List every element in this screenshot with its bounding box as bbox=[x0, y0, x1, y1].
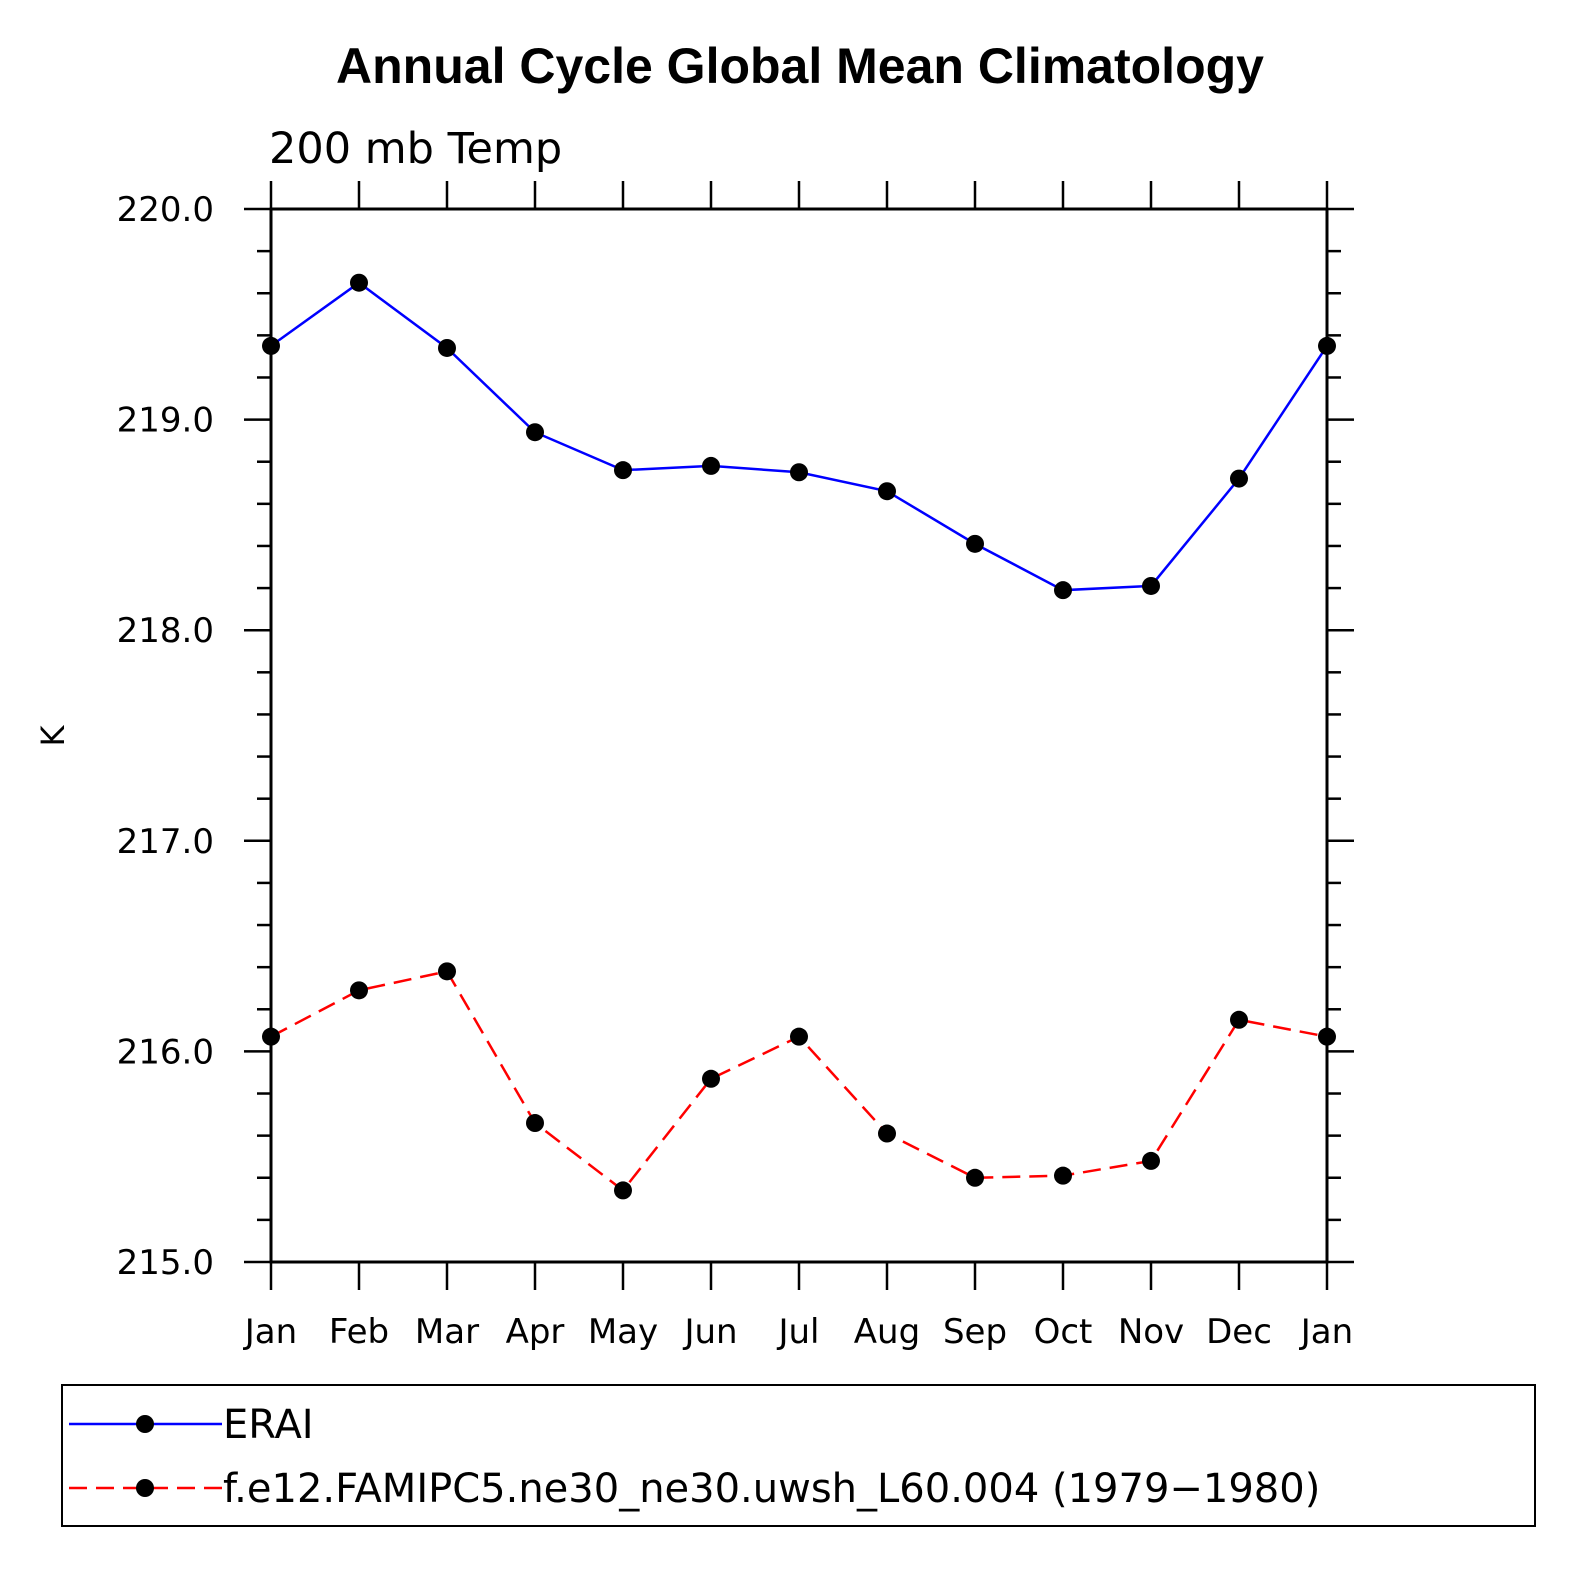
x-tick-label: Mar bbox=[415, 1312, 479, 1352]
series-1-point bbox=[350, 981, 368, 1000]
y-tick-labels: 215.0 216.0 217.0 218.0 219.0 220.0 bbox=[117, 190, 214, 1283]
series-1-point bbox=[878, 1124, 896, 1143]
x-tick-label: Feb bbox=[329, 1312, 389, 1352]
series-line-1 bbox=[270, 969, 1328, 1193]
series-1-point bbox=[438, 962, 456, 981]
ticks-layer bbox=[244, 181, 1354, 1290]
y-tick-label: 220.0 bbox=[117, 190, 214, 230]
legend-label-1: f.e12.FAMIPC5.ne30_ne30.uwsh_L60.004 (19… bbox=[223, 1466, 1320, 1512]
legend-marker-0 bbox=[136, 1415, 154, 1433]
legend: ERAI f.e12.FAMIPC5.ne30_ne30.uwsh_L60.004… bbox=[69, 1402, 1320, 1512]
x-tick-label: Dec bbox=[1206, 1312, 1272, 1352]
chart-title: Annual Cycle Global Mean Climatology bbox=[336, 38, 1264, 94]
y-tick-label: 217.0 bbox=[117, 822, 214, 862]
series-0-point bbox=[1142, 576, 1160, 595]
series-0-point bbox=[1054, 581, 1072, 600]
series-0-point bbox=[350, 273, 368, 292]
x-tick-label: Oct bbox=[1034, 1312, 1093, 1352]
x-tick-label: Sep bbox=[943, 1312, 1007, 1352]
x-tick-label: Jul bbox=[776, 1312, 819, 1352]
y-tick-label: 216.0 bbox=[117, 1032, 214, 1072]
legend-label-0: ERAI bbox=[223, 1402, 314, 1448]
series-1-point bbox=[1142, 1151, 1160, 1170]
y-tick-label: 215.0 bbox=[117, 1243, 214, 1283]
chart-subtitle: 200 mb Temp bbox=[269, 124, 562, 174]
x-tick-label: Aug bbox=[854, 1312, 920, 1352]
series-1-point bbox=[1318, 1027, 1336, 1046]
series-1-point bbox=[702, 1069, 720, 1088]
series-1-point bbox=[614, 1181, 632, 1200]
x-tick-label: May bbox=[588, 1312, 658, 1352]
series-0-point bbox=[702, 456, 720, 475]
series-0-point bbox=[1230, 469, 1248, 488]
series-0-point bbox=[614, 461, 632, 480]
series-1-point bbox=[262, 1027, 280, 1046]
series-0-point bbox=[966, 534, 984, 553]
x-tick-label: Jan bbox=[243, 1312, 297, 1352]
y-axis-label: K bbox=[34, 724, 72, 746]
x-tick-label: Jun bbox=[682, 1312, 737, 1352]
series-1-point bbox=[790, 1027, 808, 1046]
series-0-point bbox=[790, 463, 808, 482]
x-tick-labels: Jan Feb Mar Apr May Jun Jul Aug Sep Oct Nov Dec Jan bbox=[243, 1312, 1353, 1352]
series-0-point bbox=[526, 423, 544, 442]
legend-marker-1 bbox=[136, 1479, 154, 1497]
series-layer bbox=[262, 273, 1336, 1200]
series-1-point bbox=[1054, 1166, 1072, 1185]
series-0-point bbox=[438, 338, 456, 357]
series-1-point bbox=[1230, 1010, 1248, 1029]
x-tick-label: Apr bbox=[506, 1312, 565, 1352]
series-line-0 bbox=[270, 281, 1329, 592]
x-tick-label: Nov bbox=[1118, 1312, 1184, 1352]
y-tick-label: 219.0 bbox=[117, 401, 214, 441]
plot-frame bbox=[269, 207, 1329, 1264]
series-1-point bbox=[526, 1114, 544, 1133]
series-0-point bbox=[878, 482, 896, 501]
series-1-point bbox=[966, 1168, 984, 1187]
legend-box bbox=[61, 1384, 1536, 1527]
series-0-point bbox=[1318, 336, 1336, 355]
series-0-point bbox=[262, 336, 280, 355]
y-tick-label: 218.0 bbox=[117, 611, 214, 651]
x-tick-label: Jan bbox=[1299, 1312, 1353, 1352]
